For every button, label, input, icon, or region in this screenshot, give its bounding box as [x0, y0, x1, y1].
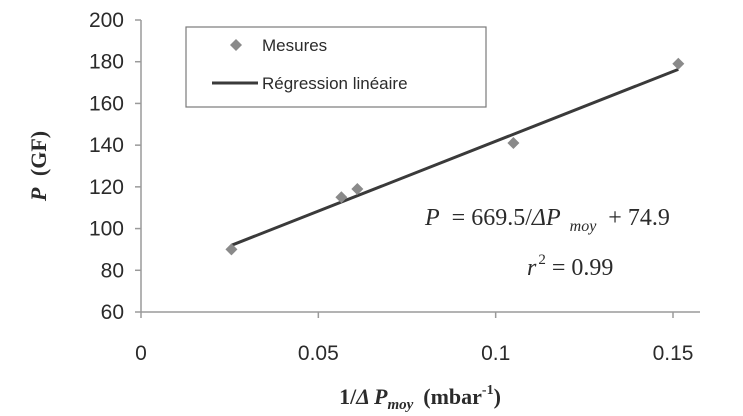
series-layer	[225, 57, 685, 256]
y-tick-label: 80	[101, 259, 124, 282]
legend-label-regression: Régression linéaire	[262, 74, 408, 93]
y-tick-label: 140	[89, 134, 124, 157]
legend: Mesures Régression linéaire	[185, 26, 487, 108]
data-point	[351, 182, 364, 195]
data-point	[335, 191, 348, 204]
y-tick-label: 60	[101, 301, 124, 324]
x-tick-label: 0.15	[653, 342, 694, 365]
regression-line	[230, 67, 679, 247]
y-tick-label: 200	[89, 9, 124, 32]
x-axis-label: 1/Δ Pmoy (mbar-1)	[339, 383, 501, 413]
x-tick-label: 0	[135, 342, 147, 365]
y-tick-label: 160	[89, 92, 124, 115]
y-axis-label: P (GF)	[26, 131, 51, 202]
equation-annotation: P = 669.5/ΔP moy + 74.9	[424, 205, 670, 237]
y-tick-labels: 60 80 100 120 140 160 180 200	[89, 9, 141, 324]
legend-label-mesures: Mesures	[262, 36, 327, 55]
legend-box	[185, 26, 487, 108]
y-tick-label: 180	[89, 51, 124, 74]
y-tick-label: 100	[89, 218, 124, 241]
x-tick-label: 0.05	[298, 342, 339, 365]
data-point	[507, 137, 520, 150]
x-tick-label: 0.1	[481, 342, 510, 365]
r-squared-annotation: r 2 = 0.99	[527, 252, 613, 281]
data-point	[225, 243, 238, 256]
data-point	[672, 57, 685, 70]
x-tick-labels: 0 0.05 0.1 0.15	[135, 312, 693, 365]
legend-diamond-icon	[230, 39, 242, 51]
y-tick-label: 120	[89, 176, 124, 199]
